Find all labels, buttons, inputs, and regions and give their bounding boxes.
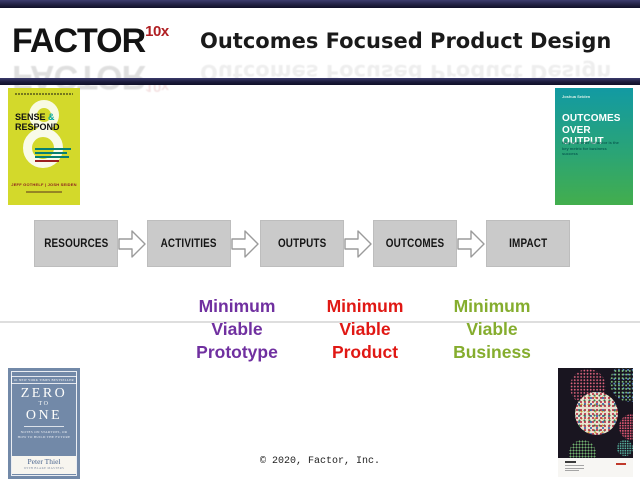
book-title: SENSE & RESPOND (15, 112, 60, 132)
label-line: Minimum (326, 296, 404, 316)
book-divider-rule (24, 426, 64, 427)
book-cover-zero-to-one: #1 NEW YORK TIMES BESTSELLER ZERO TO ONE… (8, 368, 80, 479)
book-author: Peter Thiel (27, 457, 61, 466)
book-cover-sense-and-respond: SENSE & RESPOND JEFF GOTHELF | JOSH SEID… (8, 88, 80, 205)
label-line: Product (331, 342, 399, 362)
book-coauthor: WITH BLAKE MASTERS (23, 466, 65, 470)
label-line: Minimum (198, 296, 276, 316)
book-title-line3: ONE (25, 408, 63, 423)
horizontal-rule (0, 321, 640, 323)
flow-stage-label: OUTCOMES (385, 237, 445, 250)
factor-logo-text: FACTOR (12, 22, 146, 60)
book-title: OUTCOMES OVER OUTPUT (562, 113, 633, 148)
book-subtitle-lines (35, 148, 71, 164)
book-title-line2: OVER OUTPUT (562, 124, 604, 148)
flow-stage-label: RESOURCES (43, 237, 109, 250)
label-line: Business (453, 342, 531, 362)
dotted-circle-teal (617, 440, 633, 456)
book-title-word2: RESPOND (15, 122, 60, 132)
right-arrow-icon (457, 229, 485, 258)
dotted-circle-multicolor (575, 392, 618, 435)
top-border-bar (0, 0, 640, 8)
factor-logo: FACTOR10x (12, 22, 169, 61)
flow-stage-activities: ACTIVITIES (147, 220, 231, 267)
book-cover-outcomes-over-output: Joshua Seiden OUTCOMES OVER OUTPUT Why c… (555, 88, 633, 205)
book-publisher-line (26, 191, 62, 193)
flow-stage-label: ACTIVITIES (160, 237, 218, 250)
label-line: Viable (211, 319, 263, 339)
book-quote-line (15, 93, 73, 95)
book-footer-text-line (565, 465, 584, 466)
label-line: Viable (339, 319, 391, 339)
book-title-ampersand: & (48, 112, 55, 122)
label-minimum-viable-business: Minimum Viable Business (430, 295, 554, 364)
right-arrow-icon (344, 229, 372, 258)
book-footer-text-line (565, 467, 584, 469)
book-cover-dotted-circles (558, 368, 633, 477)
label-minimum-viable-product: Minimum Viable Product (303, 295, 427, 364)
flow-stage-label: OUTPUTS (277, 237, 327, 250)
flow-stage-impact: IMPACT (486, 220, 570, 267)
book-author: Joshua Seiden (562, 94, 591, 99)
book-subtitle: NOTES ON STARTUPS, OR HOW TO BUILD THE F… (8, 430, 80, 440)
right-arrow-icon (118, 229, 146, 258)
header-divider-bar (0, 78, 640, 85)
book-author-band: Peter Thiel WITH BLAKE MASTERS (12, 456, 76, 474)
book-authors: JEFF GOTHELF | JOSH SEIDEN (11, 182, 77, 187)
label-line: Minimum (453, 296, 531, 316)
dotted-circle-red (619, 414, 633, 440)
dotted-circle-green-blue (610, 368, 633, 402)
label-line: Viable (466, 319, 518, 339)
right-arrow-icon (231, 229, 259, 258)
book-title-line2: TO (38, 401, 50, 407)
book-title-word1: SENSE (15, 112, 46, 122)
flow-stage-label: IMPACT (508, 237, 548, 250)
ribbon-figure-eight-top (29, 100, 59, 130)
flow-stage-outcomes: OUTCOMES (373, 220, 457, 267)
copyright-text: © 2020, Factor, Inc. (259, 456, 381, 467)
book-frame (11, 371, 77, 476)
flow-stage-outputs: OUTPUTS (260, 220, 344, 267)
book-footer-text-line (565, 470, 579, 471)
book-subtitle-line2: HOW TO BUILD THE FUTURE (17, 435, 71, 439)
slide-title: Outcomes Focused Product Design (200, 29, 612, 53)
book-title-line1: OUTCOMES (562, 113, 621, 124)
label-minimum-viable-prototype: Minimum Viable Prototype (175, 295, 299, 364)
book-footer-band (558, 458, 633, 477)
flow-stage-resources: RESOURCES (34, 220, 118, 267)
book-title-line1: ZERO (20, 386, 68, 401)
book-subtitle: Why customer behavior is the key metric … (562, 140, 619, 156)
book-footer-publisher-mark (616, 463, 626, 465)
book-subtitle-line1: NOTES ON STARTUPS, OR (20, 430, 68, 434)
label-line: Prototype (196, 342, 278, 362)
logic-model-flow: RESOURCES ACTIVITIES OUTPUTS OUTCOMES IM… (34, 220, 570, 267)
book-footer-title-line (565, 461, 576, 463)
factor-logo-superscript: 10x (145, 23, 169, 40)
